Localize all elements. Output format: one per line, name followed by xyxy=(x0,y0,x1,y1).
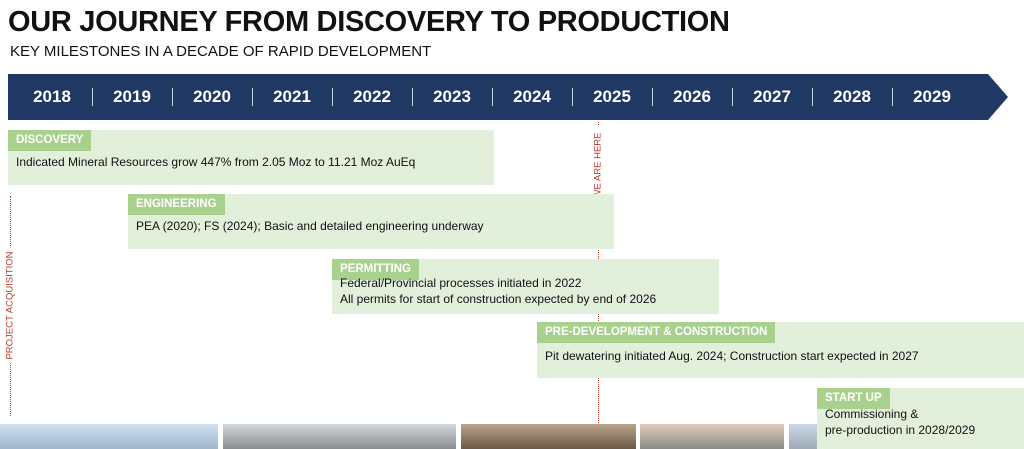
phase-label: ENGINEERING xyxy=(128,194,225,215)
phase-box: ENGINEERING PEA (2020); FS (2024); Basic … xyxy=(128,194,614,249)
year-label: 2022 xyxy=(353,87,391,106)
photo xyxy=(789,424,817,449)
year-label: 2027 xyxy=(753,87,791,106)
photo xyxy=(223,424,456,449)
year-label: 2023 xyxy=(433,87,471,106)
phase-text: Pit dewatering initiated Aug. 2024; Cons… xyxy=(545,349,919,363)
timeline-arrow xyxy=(8,74,1008,120)
arrow-band xyxy=(8,74,1008,120)
phase-box: PRE-DEVELOPMENT & CONSTRUCTION Pit dewate… xyxy=(537,322,1024,378)
year-label: 2021 xyxy=(273,87,311,106)
year-label: 2024 xyxy=(513,87,551,106)
year-label: 2020 xyxy=(193,87,231,106)
phase-label: START UP xyxy=(817,388,890,409)
year-separator xyxy=(172,88,173,106)
title: OUR JOURNEY FROM DISCOVERY TO PRODUCTION xyxy=(8,6,730,38)
phase-label: PERMITTING xyxy=(332,259,419,280)
phase-label: DISCOVERY xyxy=(8,130,92,151)
year-label: 2018 xyxy=(33,87,71,106)
phase-box: PERMITTING Federal/Provincial processes i… xyxy=(332,259,719,314)
subtitle: KEY MILESTONES IN A DECADE OF RAPID DEVE… xyxy=(10,43,432,60)
phase-text: Federal/Provincial processes initiated i… xyxy=(340,276,582,290)
year-label: 2019 xyxy=(113,87,151,106)
year-separator xyxy=(332,88,333,106)
phase-text: Indicated Mineral Resources grow 447% fr… xyxy=(16,155,416,169)
acquisition-marker: PROJECT ACQUISITION xyxy=(4,247,16,364)
year-separator xyxy=(92,88,93,106)
year-separator xyxy=(572,88,573,106)
year-separator xyxy=(892,88,893,106)
phase-text: pre-production in 2028/2029 xyxy=(825,423,976,437)
year-label: 2026 xyxy=(673,87,711,106)
phase-text: All permits for start of construction ex… xyxy=(340,292,657,306)
year-label: 2025 xyxy=(593,87,631,106)
photo xyxy=(461,424,636,449)
photo xyxy=(0,424,218,449)
phase-text: Commissioning & xyxy=(825,407,919,421)
phase-box: START UP Commissioning & pre-production in… xyxy=(817,388,1024,449)
phase-text: PEA (2020); FS (2024); Basic and detaile… xyxy=(136,219,484,233)
year-separator xyxy=(732,88,733,106)
phase-box: DISCOVERY Indicated Mineral Resources gro… xyxy=(8,130,494,185)
year-label: 2029 xyxy=(913,87,951,106)
phase-label: PRE-DEVELOPMENT & CONSTRUCTION xyxy=(537,322,776,343)
year-separator xyxy=(252,88,253,106)
photo xyxy=(640,424,784,449)
year-label: 2028 xyxy=(833,87,871,106)
year-separator xyxy=(412,88,413,106)
year-separator xyxy=(652,88,653,106)
year-separator xyxy=(812,88,813,106)
year-separator xyxy=(492,88,493,106)
